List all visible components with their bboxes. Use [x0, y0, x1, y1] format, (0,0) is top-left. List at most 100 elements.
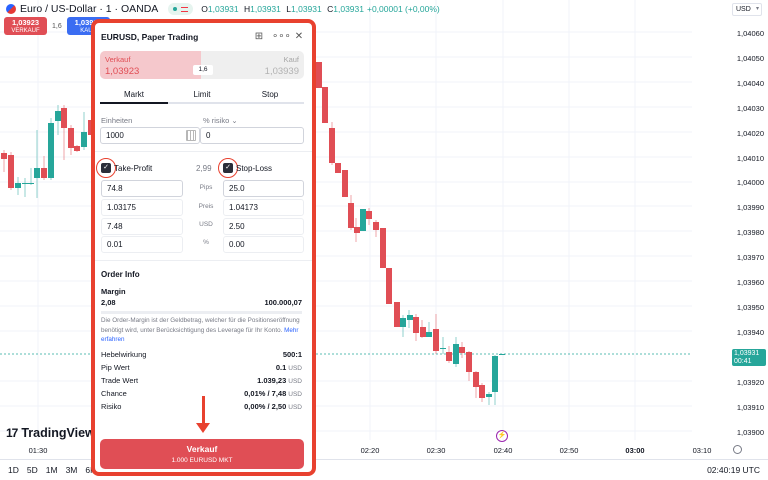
tradingview-mark-icon: 17 — [6, 426, 18, 440]
price-label: 1,03950 — [736, 303, 764, 312]
price-label: 1,03940 — [736, 328, 764, 337]
price-label: 1,04010 — [736, 154, 764, 163]
time-label: 03:00 — [625, 446, 645, 455]
units-label: Einheiten — [101, 116, 133, 125]
time-label: 02:30 — [426, 446, 446, 455]
more-options-icon[interactable]: ∘∘∘ — [272, 31, 291, 42]
time-label: 02:20 — [360, 446, 380, 455]
stop-loss-label: Stop-Loss — [236, 164, 273, 173]
buy-side-button[interactable]: Kauf — [283, 55, 299, 64]
margin-label: Margin — [101, 287, 126, 296]
buy-price: 1,03939 — [264, 66, 299, 77]
layout-grid-icon[interactable]: ⊞ — [254, 31, 264, 42]
sell-side-button[interactable] — [100, 51, 201, 79]
tab-stop[interactable]: Stop — [261, 90, 279, 99]
market-status-pill[interactable] — [168, 3, 194, 15]
margin-total: 100.000,07 — [264, 298, 302, 307]
order-panel: EURUSD, Paper Trading ⊞ ∘∘∘ ✕ Verkauf 1,… — [91, 19, 316, 476]
learn-more-link[interactable]: Mehr erfahren — [101, 326, 299, 344]
tradingview-logo: 17 TradingView — [6, 426, 95, 440]
take-profit-price-input[interactable]: 1.03175 — [101, 199, 183, 216]
date-range-selector: 1D 5D 1M 3M 6M — [8, 465, 97, 475]
calculator-icon[interactable] — [186, 130, 196, 141]
symbol-legend: Euro / US-Dollar · 1 · OANDA O1,03931 H1… — [6, 3, 440, 15]
divider — [95, 260, 312, 261]
highlight-circle — [96, 158, 116, 178]
row-label-usd: USD — [199, 221, 213, 228]
price-label: 1,03900 — [736, 428, 764, 437]
price-label: 1,03980 — [736, 228, 764, 237]
currency-select[interactable]: USD — [732, 3, 762, 16]
margin-row: 2,08 100.000,07 — [101, 298, 302, 307]
time-label: 02:40 — [493, 446, 513, 455]
tab-limit[interactable]: Limit — [193, 90, 211, 99]
quick-sell-button[interactable]: 1,03923 VERKAUF — [4, 17, 47, 35]
chart-settings-gear-icon[interactable] — [733, 445, 742, 454]
sell-price: 1,03923 — [105, 66, 140, 77]
stop-loss-checkbox[interactable]: ✓ — [223, 163, 233, 173]
price-label: 1,03920 — [736, 378, 764, 387]
close-icon[interactable]: ✕ — [294, 31, 304, 42]
take-profit-usd-input[interactable]: 7.48 — [101, 218, 183, 235]
tab-market[interactable]: Markt — [100, 86, 168, 104]
order-panel-header: EURUSD, Paper Trading ⊞ ∘∘∘ ✕ — [101, 29, 306, 45]
range-1d[interactable]: 1D — [8, 465, 19, 475]
market-open-dot-icon — [173, 7, 178, 11]
highlight-circle — [218, 158, 238, 178]
margin-value: 2,08 — [101, 298, 116, 307]
detail-row-pip-value: Pip Wert 0.1 USD — [101, 363, 302, 372]
detail-row-reward: Chance 0,01% / 7,48 USD — [101, 389, 302, 398]
quick-trade-bar: 1,03923 VERKAUF 1,6 1,03939 KAUF — [4, 17, 110, 35]
utc-clock[interactable]: 02:40:19 UTC — [707, 465, 760, 475]
time-axis[interactable]: 01:30 02:20 02:30 02:40 02:50 03:00 03:1… — [0, 440, 730, 458]
units-input[interactable]: 1000 — [100, 127, 200, 144]
row-label-pips: Pips — [199, 184, 213, 191]
take-profit-pips-input[interactable]: 74.8 — [101, 180, 183, 197]
order-panel-title: EURUSD, Paper Trading — [101, 32, 199, 42]
row-label-price: Preis — [198, 203, 214, 210]
last-price-badge: 1,03931 00:41 — [732, 349, 766, 366]
risk-mode-dropdown[interactable]: % risiko ⌄ — [203, 116, 238, 125]
detail-row-leverage: Hebelwirkung 500:1 — [101, 350, 302, 359]
annotation-arrow-icon — [202, 396, 205, 426]
detail-row-trade-value: Trade Wert 1.039,23 USD — [101, 376, 302, 385]
annotation-arrowhead-icon — [196, 423, 210, 433]
ohlc-values: O1,03931 H1,03931 L1,03931 C1,03931 — [201, 4, 364, 14]
stop-loss-usd-input[interactable]: 2.50 — [223, 218, 304, 235]
time-label: 02:50 — [559, 446, 579, 455]
equals-icon — [181, 6, 189, 12]
price-label: 1,03990 — [736, 203, 764, 212]
stop-loss-percent-input[interactable]: 0.00 — [223, 236, 304, 253]
row-label-percent: % — [203, 239, 209, 246]
event-flash-icon[interactable]: ⚡ — [496, 430, 508, 442]
quick-spread: 1,6 — [52, 22, 62, 30]
symbol-title[interactable]: Euro / US-Dollar · 1 · OANDA — [20, 3, 159, 15]
price-label: 1,04030 — [736, 104, 764, 113]
price-label: 1,03910 — [736, 403, 764, 412]
risk-input[interactable]: 0 — [200, 127, 304, 144]
spread-badge: 1,6 — [193, 65, 213, 75]
stop-loss-pips-input[interactable]: 25.0 — [223, 180, 304, 197]
margin-bar — [101, 311, 302, 314]
take-profit-label: Take-Profit — [114, 164, 153, 173]
time-label: 01:30 — [28, 446, 48, 455]
price-axis[interactable]: USD 1,04060 1,04050 1,04040 1,04030 1,04… — [730, 0, 768, 440]
detail-row-risk: Risiko 0,00% / 2,50 USD — [101, 402, 302, 411]
risk-reward-ratio: 2,99 — [196, 164, 212, 173]
divider — [95, 151, 312, 152]
range-3m[interactable]: 3M — [65, 465, 78, 475]
price-label: 1,04050 — [736, 54, 764, 63]
range-1m[interactable]: 1M — [45, 465, 58, 475]
price-label: 1,04060 — [736, 29, 764, 38]
price-label: 1,04040 — [736, 79, 764, 88]
margin-note: Die Order-Margin ist der Geldbetrag, wel… — [101, 317, 300, 344]
price-label: 1,04000 — [736, 178, 764, 187]
take-profit-percent-input[interactable]: 0.01 — [101, 236, 183, 253]
stop-loss-price-input[interactable]: 1.04173 — [223, 199, 304, 216]
range-5d[interactable]: 5D — [26, 465, 38, 475]
submit-sell-button[interactable]: Verkauf 1.000 EURUSD MKT — [100, 439, 304, 469]
price-label: 1,03970 — [736, 253, 764, 262]
take-profit-checkbox[interactable]: ✓ — [101, 163, 111, 173]
price-label: 1,04020 — [736, 129, 764, 138]
